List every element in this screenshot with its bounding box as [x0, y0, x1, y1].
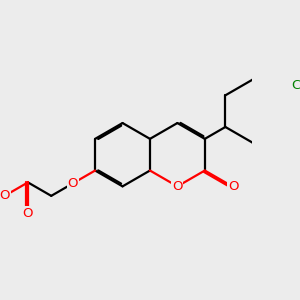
Text: O: O: [68, 177, 78, 190]
Text: O: O: [23, 207, 33, 220]
Text: O: O: [172, 180, 183, 193]
Text: O: O: [228, 180, 238, 193]
Text: O: O: [0, 189, 10, 203]
Text: Cl: Cl: [291, 79, 300, 92]
